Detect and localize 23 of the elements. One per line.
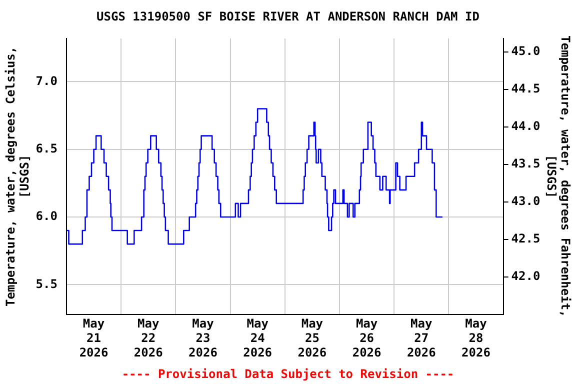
x-tick-label: May 21 2026 [79,316,108,360]
y-tick-label: 6.0 [36,209,58,224]
y2-tick-label: 42.0 [511,269,540,284]
y-axis-title: Temperature, water, degrees Celsius, [USGS] [3,46,32,306]
y2-tick-label: 44.0 [511,119,540,134]
y2-axis-title: Temperature, water, degrees Fahrenheit, [USGS] [544,36,573,318]
y2-tick-label: 44.5 [511,82,540,96]
x-tick-label: May 24 2026 [243,316,272,360]
chart-title: USGS 13190500 SF BOISE RIVER AT ANDERSON RANCH DAM ID [96,9,480,24]
x-tick-label: May 22 2026 [134,316,163,360]
text: ---- Provisional Data Subject to Revision ---- [122,366,454,381]
x-tick-label: May 26 2026 [352,316,382,360]
y-tick-label: 5.5 [36,276,58,291]
y2-tick-label: 42.5 [511,232,540,246]
y2-tick-label: 43.5 [511,156,540,171]
y-tick-label: 7.0 [36,74,58,88]
x-tick-label: May 28 2026 [462,316,490,360]
y2-tick-label: 43.0 [511,194,540,208]
x-tick-label: May 25 2026 [298,316,327,360]
x-tick-label: May 27 2026 [406,316,436,360]
x-tick-label: May 23 2026 [188,316,218,360]
y-tick-label: 6.5 [36,141,58,156]
y2-tick-label: 45.0 [511,44,540,58]
